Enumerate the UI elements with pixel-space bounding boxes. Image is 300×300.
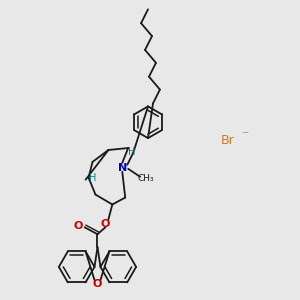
Text: H: H: [89, 173, 96, 183]
Text: ⁻: ⁻: [242, 129, 249, 143]
Text: O: O: [74, 221, 83, 231]
Text: Br: Br: [220, 134, 234, 147]
Text: CH₃: CH₃: [138, 174, 154, 183]
Text: O: O: [101, 219, 110, 229]
Text: N: N: [118, 163, 127, 173]
Text: O: O: [93, 279, 102, 289]
Text: H: H: [128, 147, 136, 157]
